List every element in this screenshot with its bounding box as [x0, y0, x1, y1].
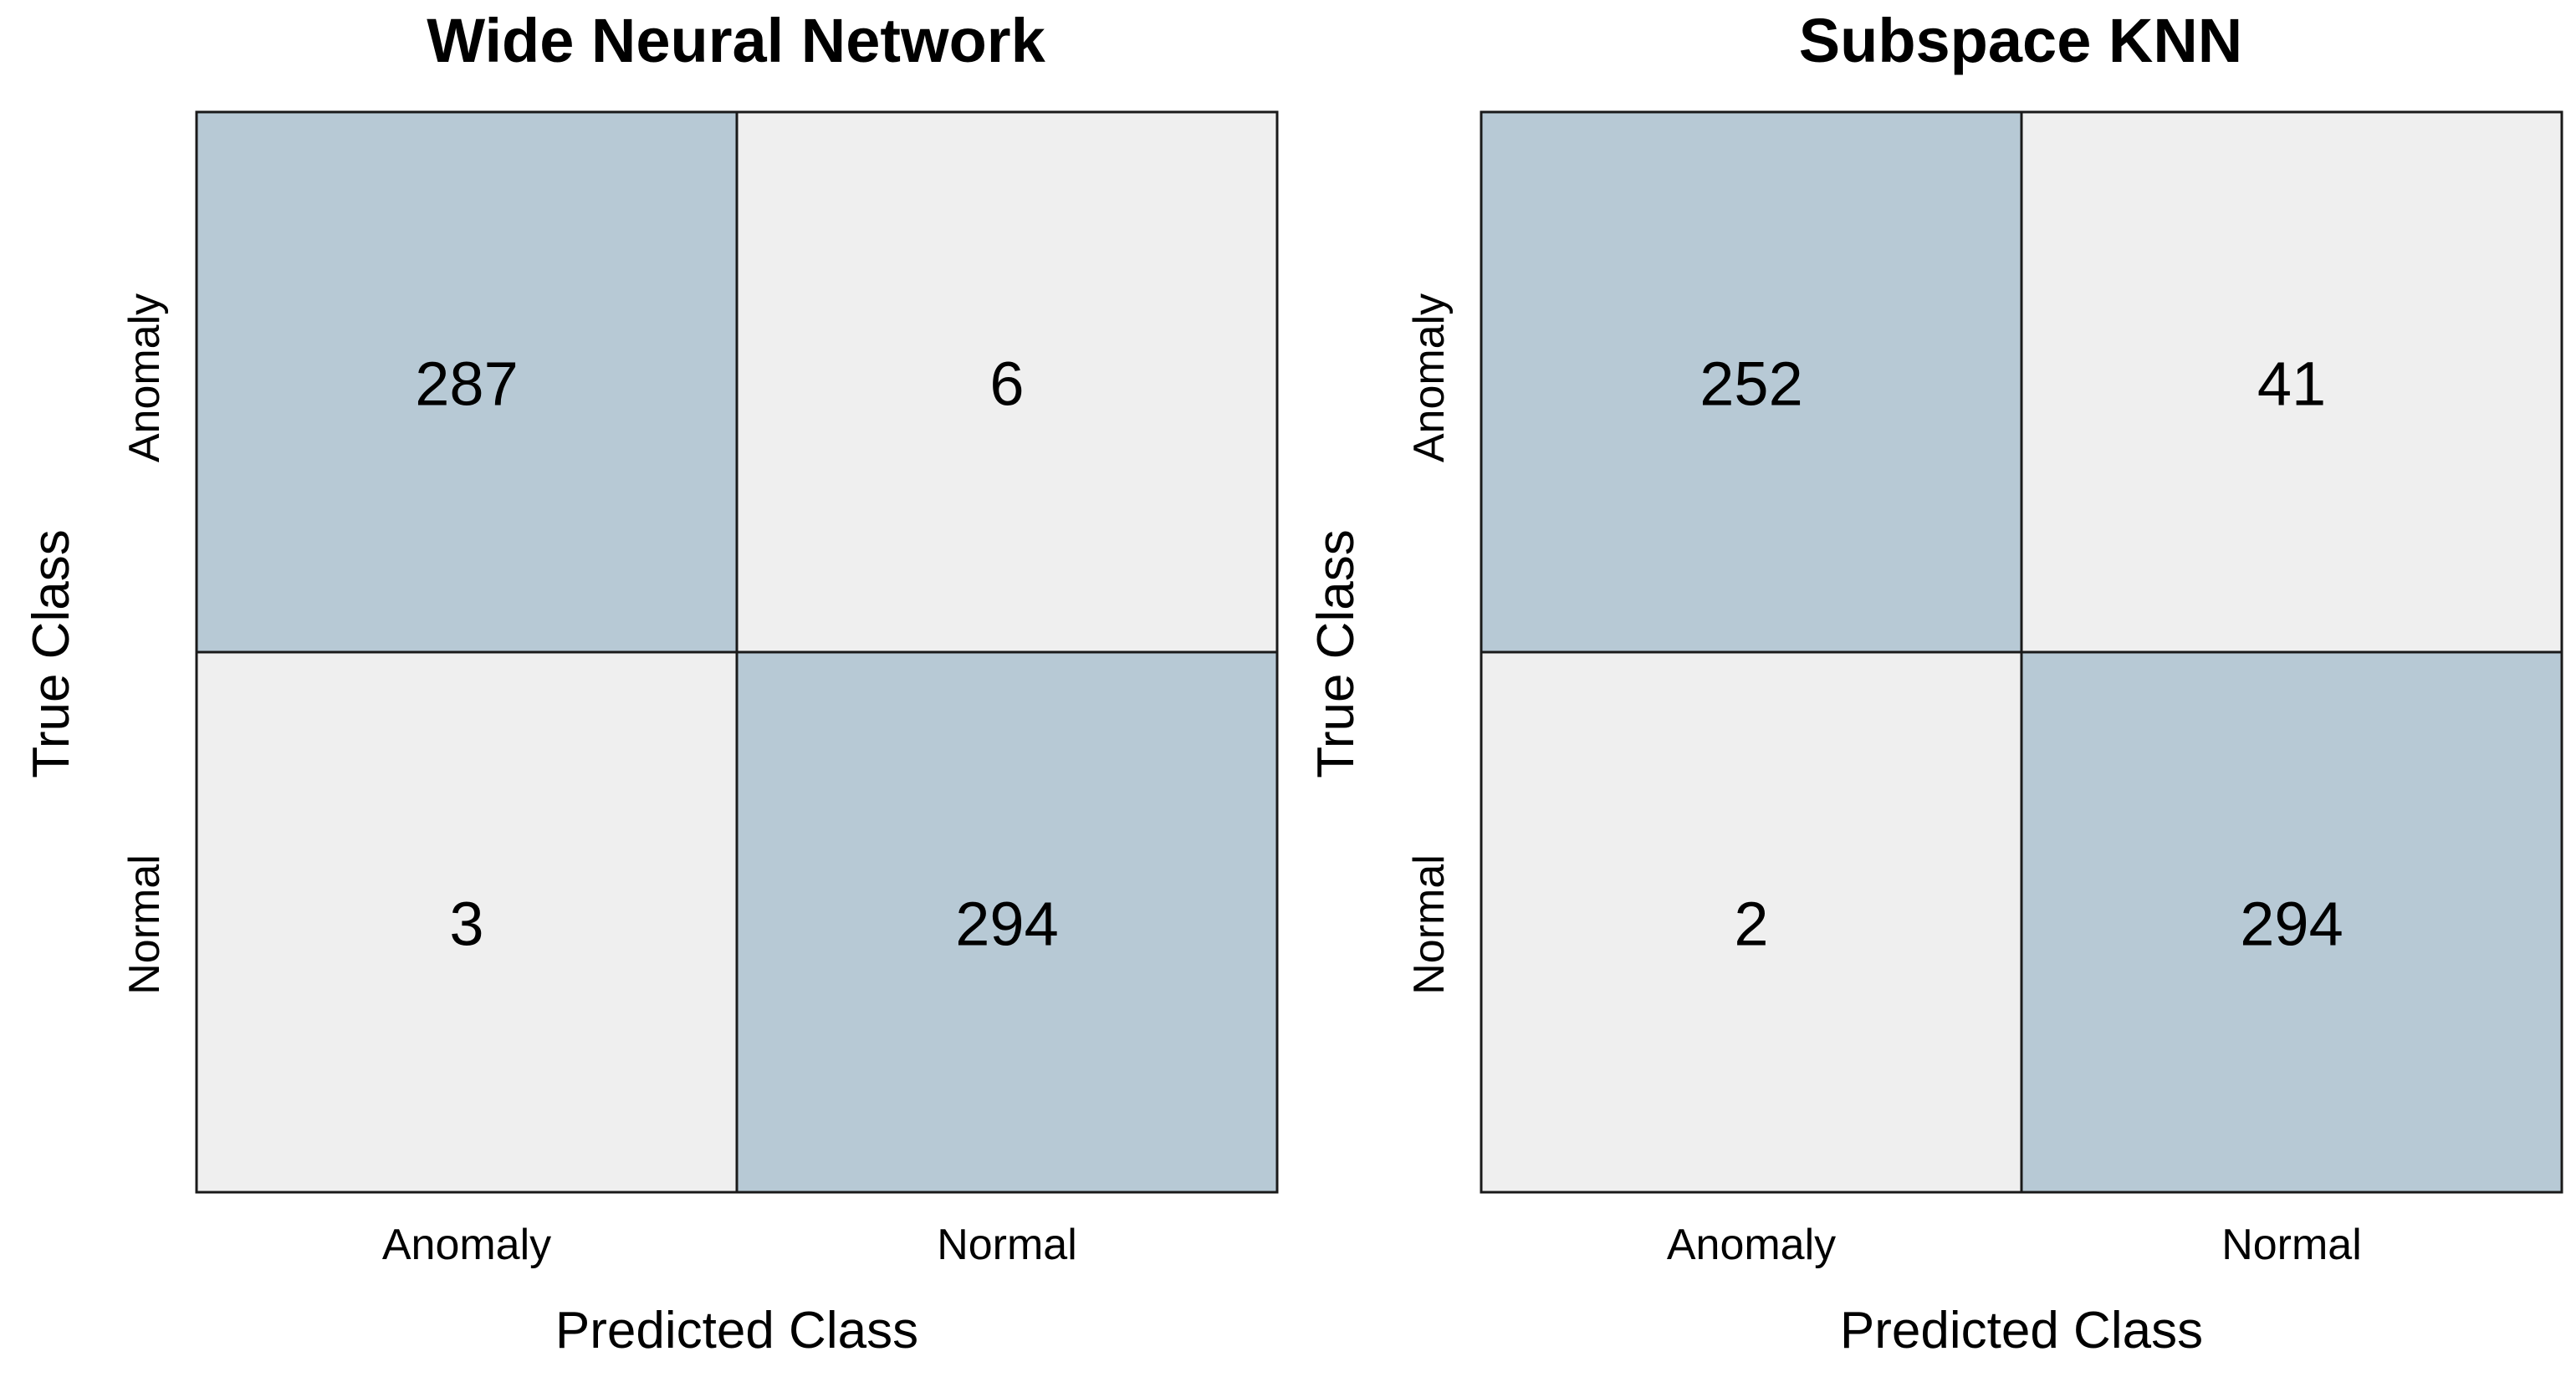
y-tick-label: Anomaly — [1405, 293, 1454, 462]
cell-value: 252 — [1699, 349, 1802, 419]
cell-value: 294 — [2240, 890, 2343, 959]
x-tick-label: Normal — [2221, 1221, 2362, 1269]
y-tick-label: Normal — [120, 854, 169, 995]
cell-value: 6 — [989, 349, 1024, 419]
cell-value: 294 — [955, 890, 1058, 959]
x-axis-label: Predicted Class — [1840, 1302, 2203, 1359]
panel-subspace-knn: Subspace KNN True Class Anomaly Normal 2… — [1307, 6, 2563, 1359]
y-tick-label: Anomaly — [120, 293, 169, 462]
matrix-cell — [2020, 110, 2563, 654]
matrix-cell — [195, 650, 739, 1194]
chart-title: Wide Neural Network — [427, 6, 1045, 75]
x-axis-label: Predicted Class — [555, 1302, 918, 1359]
matrix-cell — [195, 110, 739, 654]
matrix-cell — [1480, 650, 2023, 1194]
matrix-cell — [735, 650, 1279, 1194]
x-tick-label: Anomaly — [1667, 1221, 1836, 1269]
y-axis-label: True Class — [1307, 529, 1365, 778]
y-tick-label: Normal — [1405, 854, 1454, 995]
cell-value: 3 — [449, 890, 483, 959]
chart-title: Subspace KNN — [1799, 6, 2242, 75]
cell-value: 287 — [415, 349, 518, 419]
matrix-cell — [735, 110, 1279, 654]
cell-value: 41 — [2257, 349, 2326, 419]
panel-wide-neural-network: Wide Neural Network True Class Anomaly N… — [23, 6, 1279, 1359]
y-axis-label: True Class — [23, 529, 80, 778]
x-tick-label: Normal — [937, 1221, 1077, 1269]
matrix-cell — [2020, 650, 2563, 1194]
x-tick-label: Anomaly — [382, 1221, 551, 1269]
matrix-cell — [1480, 110, 2023, 654]
cell-value: 2 — [1734, 890, 1768, 959]
